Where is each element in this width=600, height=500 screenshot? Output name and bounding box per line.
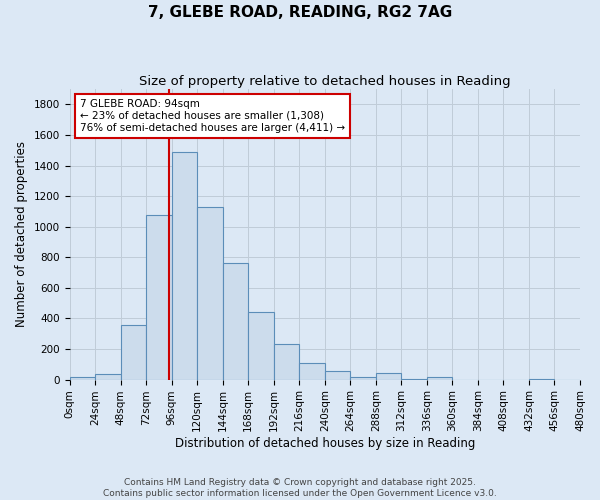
Bar [95, 374, 121, 380]
Bar [529, 379, 554, 380]
Bar [274, 344, 299, 380]
Bar [350, 376, 376, 380]
Title: Size of property relative to detached houses in Reading: Size of property relative to detached ho… [139, 75, 511, 88]
Bar [70, 378, 95, 380]
X-axis label: Distribution of detached houses by size in Reading: Distribution of detached houses by size … [175, 437, 475, 450]
Bar [376, 372, 401, 380]
Bar [427, 378, 452, 380]
Bar [121, 326, 146, 380]
Text: 7, GLEBE ROAD, READING, RG2 7AG: 7, GLEBE ROAD, READING, RG2 7AG [148, 5, 452, 20]
Bar [146, 216, 172, 380]
Text: 7 GLEBE ROAD: 94sqm
← 23% of detached houses are smaller (1,308)
76% of semi-det: 7 GLEBE ROAD: 94sqm ← 23% of detached ho… [80, 100, 345, 132]
Y-axis label: Number of detached properties: Number of detached properties [15, 142, 28, 328]
Bar [401, 379, 427, 380]
Bar [248, 312, 274, 380]
Bar [325, 371, 350, 380]
Text: Contains HM Land Registry data © Crown copyright and database right 2025.
Contai: Contains HM Land Registry data © Crown c… [103, 478, 497, 498]
Bar [299, 363, 325, 380]
Bar [223, 264, 248, 380]
Bar [197, 207, 223, 380]
Bar [172, 152, 197, 380]
